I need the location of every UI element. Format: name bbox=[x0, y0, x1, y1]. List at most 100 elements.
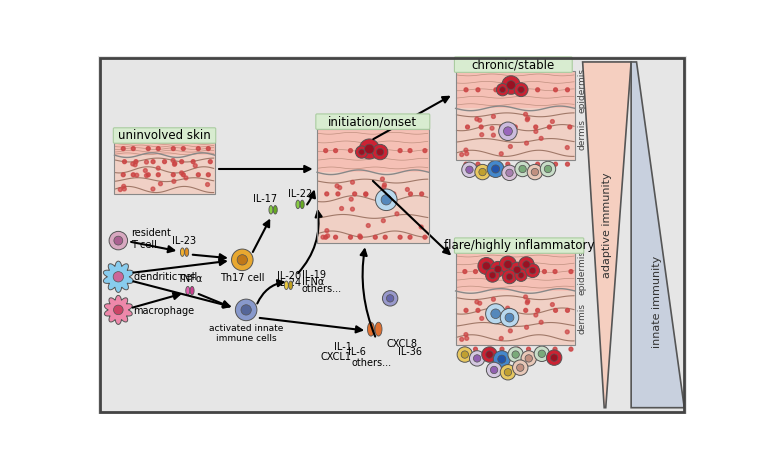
Circle shape bbox=[409, 192, 412, 196]
Circle shape bbox=[350, 180, 354, 184]
Ellipse shape bbox=[269, 206, 273, 214]
Circle shape bbox=[500, 125, 503, 129]
Circle shape bbox=[408, 235, 412, 239]
Bar bbox=[456, 71, 575, 160]
Circle shape bbox=[122, 187, 126, 191]
Circle shape bbox=[500, 270, 504, 273]
Circle shape bbox=[487, 362, 502, 378]
Circle shape bbox=[551, 120, 555, 123]
Text: dendritic cell: dendritic cell bbox=[134, 272, 197, 282]
Ellipse shape bbox=[273, 206, 277, 214]
Circle shape bbox=[490, 261, 506, 277]
Polygon shape bbox=[103, 261, 133, 292]
Circle shape bbox=[565, 146, 569, 149]
Circle shape bbox=[151, 187, 155, 191]
Circle shape bbox=[146, 146, 150, 151]
Circle shape bbox=[565, 308, 569, 312]
Circle shape bbox=[133, 163, 137, 166]
Circle shape bbox=[490, 366, 498, 374]
Circle shape bbox=[382, 219, 386, 223]
Circle shape bbox=[504, 260, 512, 268]
Circle shape bbox=[390, 202, 394, 206]
Circle shape bbox=[534, 313, 538, 317]
Circle shape bbox=[364, 193, 368, 196]
Circle shape bbox=[464, 332, 468, 337]
Circle shape bbox=[241, 305, 252, 315]
Circle shape bbox=[373, 235, 377, 239]
Circle shape bbox=[134, 160, 138, 164]
Circle shape bbox=[380, 177, 384, 181]
Circle shape bbox=[132, 146, 135, 151]
Circle shape bbox=[419, 225, 423, 229]
Circle shape bbox=[553, 270, 557, 273]
Ellipse shape bbox=[186, 286, 190, 295]
Bar bbox=[317, 172, 428, 243]
Circle shape bbox=[423, 149, 427, 153]
Circle shape bbox=[527, 164, 542, 180]
Bar bbox=[115, 155, 214, 194]
Circle shape bbox=[462, 162, 477, 178]
Ellipse shape bbox=[296, 200, 300, 209]
Circle shape bbox=[505, 313, 514, 322]
Circle shape bbox=[386, 295, 394, 302]
Circle shape bbox=[542, 347, 546, 351]
Circle shape bbox=[131, 162, 135, 166]
Circle shape bbox=[526, 301, 529, 305]
Circle shape bbox=[506, 123, 509, 127]
Circle shape bbox=[173, 161, 177, 166]
Circle shape bbox=[536, 88, 539, 92]
Circle shape bbox=[490, 310, 494, 313]
Circle shape bbox=[534, 130, 538, 133]
Circle shape bbox=[526, 270, 530, 273]
Circle shape bbox=[534, 125, 538, 129]
Text: dermis: dermis bbox=[578, 303, 586, 334]
Circle shape bbox=[463, 347, 467, 351]
Circle shape bbox=[503, 127, 513, 136]
Circle shape bbox=[499, 122, 517, 140]
Text: others...: others... bbox=[301, 285, 342, 294]
Circle shape bbox=[184, 176, 188, 180]
Circle shape bbox=[551, 303, 555, 306]
FancyBboxPatch shape bbox=[454, 57, 572, 73]
Circle shape bbox=[521, 351, 536, 366]
Circle shape bbox=[569, 347, 573, 351]
Circle shape bbox=[470, 351, 485, 366]
Circle shape bbox=[349, 149, 353, 153]
Circle shape bbox=[180, 171, 184, 175]
Circle shape bbox=[486, 351, 493, 358]
Circle shape bbox=[515, 161, 530, 177]
Circle shape bbox=[172, 179, 176, 183]
Circle shape bbox=[173, 162, 177, 166]
Circle shape bbox=[491, 133, 495, 137]
Circle shape bbox=[356, 146, 368, 158]
Circle shape bbox=[474, 347, 477, 351]
Circle shape bbox=[114, 236, 122, 245]
Circle shape bbox=[526, 118, 529, 122]
FancyBboxPatch shape bbox=[454, 238, 584, 253]
Circle shape bbox=[336, 192, 340, 196]
Bar bbox=[456, 252, 575, 291]
Circle shape bbox=[382, 183, 386, 187]
Circle shape bbox=[113, 305, 123, 315]
FancyBboxPatch shape bbox=[113, 128, 216, 143]
Bar bbox=[115, 142, 214, 155]
Circle shape bbox=[479, 125, 483, 129]
Circle shape bbox=[366, 224, 370, 227]
Text: macrophage: macrophage bbox=[133, 306, 194, 317]
Circle shape bbox=[350, 197, 353, 201]
Circle shape bbox=[350, 207, 354, 211]
Circle shape bbox=[514, 83, 528, 97]
Circle shape bbox=[197, 173, 200, 177]
Circle shape bbox=[474, 270, 477, 273]
Bar bbox=[456, 108, 575, 160]
Circle shape bbox=[475, 300, 479, 304]
Polygon shape bbox=[631, 62, 684, 408]
Circle shape bbox=[476, 308, 480, 312]
Circle shape bbox=[382, 185, 386, 189]
Circle shape bbox=[492, 165, 500, 173]
Circle shape bbox=[490, 270, 493, 273]
Circle shape bbox=[542, 270, 546, 273]
Circle shape bbox=[500, 87, 506, 93]
Circle shape bbox=[457, 347, 473, 362]
Circle shape bbox=[207, 173, 210, 177]
